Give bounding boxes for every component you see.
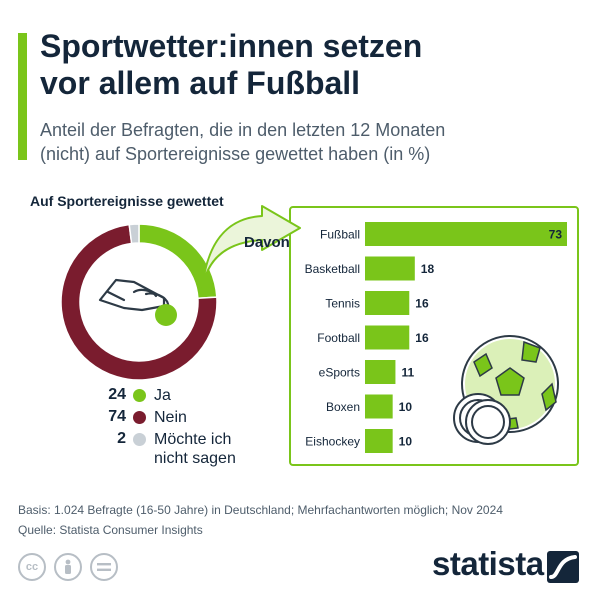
- bar-value-label: 16: [415, 297, 429, 311]
- legend-swatch-nein: [133, 411, 146, 424]
- bar-value-label: 10: [399, 435, 413, 449]
- cc-icon[interactable]: cc: [18, 553, 46, 581]
- bar-2: [365, 291, 410, 315]
- davon-label: Davon: [244, 234, 290, 251]
- footer-basis: Basis: 1.024 Befragte (16-50 Jahre) in D…: [18, 503, 503, 517]
- subtitle-line-1: Anteil der Befragten, die in den letzten…: [40, 120, 446, 140]
- bar-category-label: Fußball: [320, 228, 360, 242]
- donut-slice-2: [128, 223, 140, 245]
- legend-item-ja: 24 Ja: [92, 386, 292, 408]
- legend-swatch-ja: [133, 389, 146, 402]
- title-line-2: vor allem auf Fußball: [40, 65, 361, 101]
- bar-category-label: Tennis: [325, 297, 360, 311]
- legend-label: Möchte ich nicht sagen: [154, 430, 236, 468]
- title-line-1: Sportwetter:innen setzen: [40, 28, 423, 64]
- equals-icon[interactable]: [90, 553, 118, 581]
- legend-value: 24: [108, 386, 126, 403]
- brand-logo-mark: [547, 551, 579, 583]
- title-accent-bar: [18, 33, 27, 160]
- bar-category-label: Basketball: [305, 262, 360, 276]
- bar-chart: Fußball 73 Basketball 18 Tennis 16 Football 16 e…: [305, 222, 567, 453]
- bar-category-label: Eishockey: [305, 435, 360, 449]
- bar-value-label: 73: [549, 228, 563, 242]
- bar-value-label: 16: [415, 331, 429, 345]
- footer-source: Quelle: Statista Consumer Insights: [18, 523, 203, 537]
- bar-6: [365, 429, 393, 453]
- hand-coin-icon: [98, 278, 177, 326]
- donut-slice-1: [60, 223, 218, 381]
- footer: Basis: 1.024 Befragte (16-50 Jahre) in D…: [18, 500, 503, 540]
- bar-value-label: 10: [399, 400, 413, 414]
- legend-swatch-keine-angabe: [133, 433, 146, 446]
- subtitle-line-2: (nicht) auf Sportereignisse gewettet hab…: [40, 144, 431, 164]
- davon-arrow: [201, 205, 301, 290]
- legend-value: 74: [108, 408, 126, 425]
- bar-4: [365, 360, 396, 384]
- bar-category-label: eSports: [319, 366, 360, 380]
- soccer-ball-icon: [453, 335, 559, 445]
- donut-legend: 24 Ja 74 Nein 2 Möchte ich nicht sagen: [92, 386, 292, 474]
- bar-1: [365, 256, 415, 281]
- legend-label: Ja: [154, 387, 171, 404]
- bar-category-label: Football: [317, 331, 360, 345]
- legend-label: Nein: [154, 409, 187, 426]
- legend-label-line-1: Möchte ich: [154, 431, 232, 448]
- bar-value-label: 18: [421, 262, 435, 276]
- legend-item-nein: 74 Nein: [92, 408, 292, 430]
- page-title: Sportwetter:innen setzen vor allem auf F…: [40, 28, 580, 102]
- bar-category-label: Boxen: [326, 400, 360, 414]
- donut-title: Auf Sportereignisse gewettet: [30, 193, 224, 209]
- donut-chart: [60, 223, 218, 381]
- person-icon[interactable]: [54, 553, 82, 581]
- subtitle: Anteil der Befragten, die in den letzten…: [40, 118, 580, 166]
- bar-0: [365, 222, 567, 246]
- legend-label-line-2: nicht sagen: [154, 450, 236, 467]
- bar-chart-panel: [289, 206, 579, 466]
- brand-wordmark: statista: [432, 545, 544, 582]
- bar-5: [365, 394, 393, 419]
- bar-value-label: 11: [401, 366, 414, 380]
- legend-value: 2: [117, 430, 126, 447]
- legend-item-keine-angabe: 2 Möchte ich nicht sagen: [92, 430, 292, 474]
- bar-3: [365, 325, 410, 350]
